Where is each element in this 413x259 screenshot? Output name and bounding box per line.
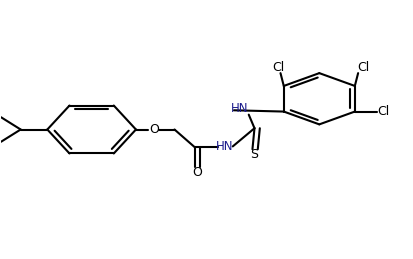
Text: S: S — [250, 148, 258, 161]
Text: O: O — [149, 123, 159, 136]
Text: Cl: Cl — [357, 61, 369, 74]
Text: HN: HN — [231, 102, 249, 115]
Text: Cl: Cl — [377, 105, 390, 118]
Text: Cl: Cl — [272, 61, 285, 74]
Text: O: O — [192, 166, 202, 179]
Text: HN: HN — [216, 140, 233, 153]
